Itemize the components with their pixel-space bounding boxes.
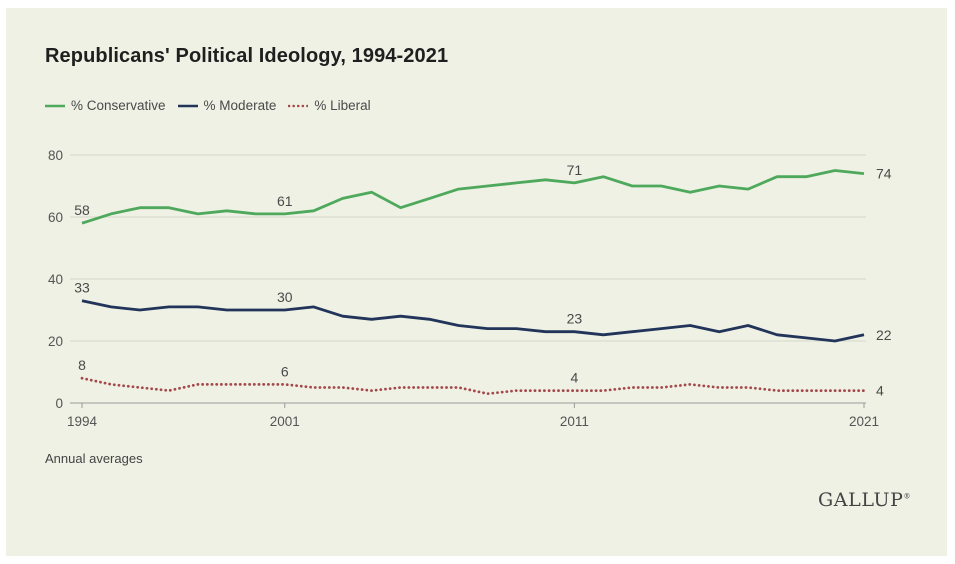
y-tick-label: 80 xyxy=(48,148,63,163)
x-tick-label: 1994 xyxy=(67,414,98,429)
data-label: 58 xyxy=(74,202,90,218)
data-label: 4 xyxy=(876,383,884,399)
legend-label-moderate: % Moderate xyxy=(203,98,277,113)
series-line-moderate xyxy=(81,299,865,343)
data-label: 74 xyxy=(876,166,892,182)
y-tick-label: 60 xyxy=(48,210,63,225)
legend-swatch-liberal xyxy=(288,104,309,107)
trademark-symbol: ® xyxy=(903,492,912,501)
data-label: 4 xyxy=(570,370,578,386)
chart-panel xyxy=(6,8,947,556)
y-tick-label: 20 xyxy=(48,334,63,349)
y-tick-label: 40 xyxy=(48,272,63,287)
legend-label-conservative: % Conservative xyxy=(71,98,166,113)
series-line-conservative xyxy=(81,169,865,225)
legend-item-liberal: % Liberal xyxy=(288,98,371,113)
brand-text: GALLUP xyxy=(818,489,904,511)
data-label: 22 xyxy=(876,327,892,343)
data-label: 23 xyxy=(567,311,583,327)
x-tick-label: 2021 xyxy=(849,414,879,429)
legend-swatch-conservative xyxy=(45,104,65,107)
legend-item-moderate: % Moderate xyxy=(177,98,277,113)
data-label: 6 xyxy=(281,363,289,379)
chart-title: Republicans' Political Ideology, 1994-20… xyxy=(45,45,449,67)
gallup-logo: GALLUP® xyxy=(818,489,911,511)
data-label: 8 xyxy=(78,357,86,373)
data-label: 71 xyxy=(567,162,583,178)
data-label: 33 xyxy=(74,280,90,296)
data-label: 61 xyxy=(277,193,293,209)
x-tick-label: 2001 xyxy=(270,414,300,429)
series-line-liberal xyxy=(80,376,866,396)
x-tick-label: 2011 xyxy=(560,414,589,429)
data-label: 30 xyxy=(277,289,293,305)
y-tick-label: 0 xyxy=(55,396,63,411)
legend-item-conservative: % Conservative xyxy=(45,98,166,113)
chart-legend: % Conservative % Moderate % Liberal xyxy=(45,98,383,113)
legend-label-liberal: % Liberal xyxy=(314,98,371,113)
chart-note: Annual averages xyxy=(45,451,143,466)
legend-swatch-moderate xyxy=(177,104,198,107)
